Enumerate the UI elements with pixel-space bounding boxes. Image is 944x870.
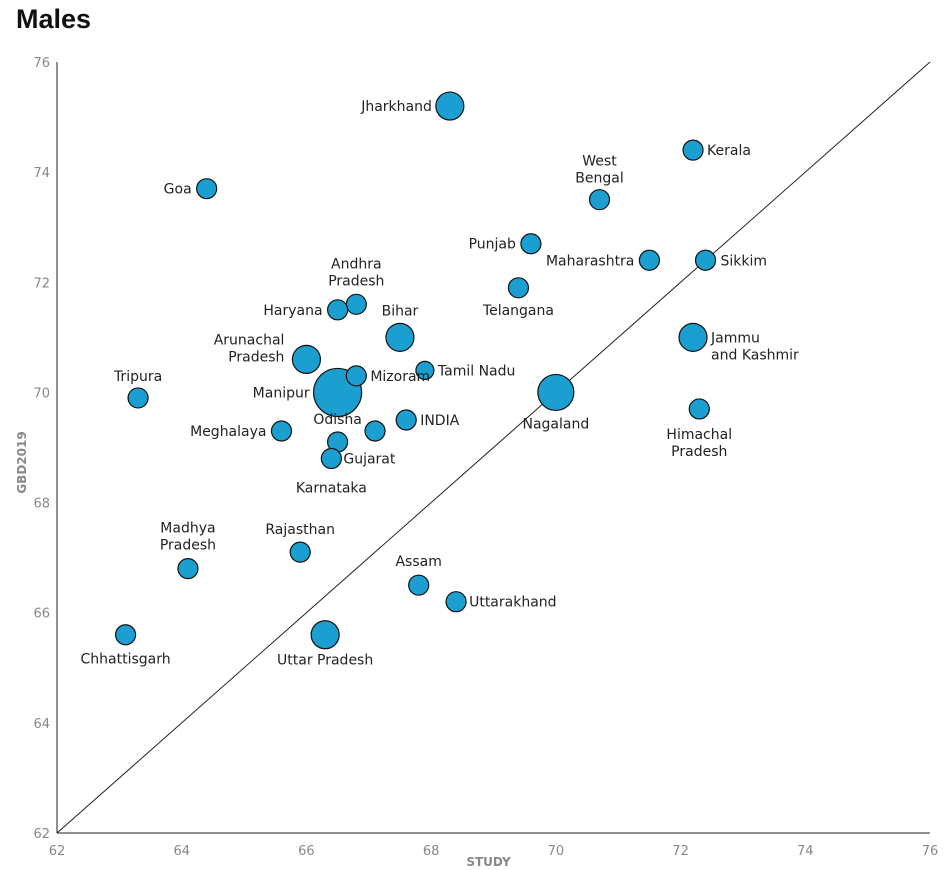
data-point xyxy=(327,299,349,321)
axes: 62 64 66 68 70 72 74 76 62 64 66 68 70 72 74 76 STUDY GBD… xyxy=(15,56,938,869)
y-tick-label: 68 xyxy=(33,497,50,512)
data-point xyxy=(694,249,717,271)
data-point xyxy=(520,233,542,255)
y-axis-title: GBD2019 xyxy=(15,431,29,493)
data-point xyxy=(345,293,367,315)
point-label: Haryana xyxy=(263,303,322,319)
point-label: Karnataka xyxy=(296,481,367,497)
y-tick-label: 76 xyxy=(33,56,50,71)
data-point xyxy=(445,591,467,613)
x-tick-label: 70 xyxy=(548,844,565,859)
data-point xyxy=(415,360,435,380)
data-point xyxy=(127,387,149,409)
point-label: Kerala xyxy=(707,143,751,159)
data-point xyxy=(345,365,367,387)
data-point xyxy=(385,322,415,352)
chart-title: Males xyxy=(16,4,92,34)
y-tick-label: 70 xyxy=(33,386,50,401)
point-label: Jammu and Kashmir xyxy=(710,330,799,363)
data-point xyxy=(507,277,530,299)
point-label: Maharashtra xyxy=(546,253,634,269)
x-tick-label: 72 xyxy=(672,844,689,859)
point-label: Tripura xyxy=(113,369,162,385)
point-label: Bihar xyxy=(382,303,419,319)
data-point xyxy=(395,409,417,431)
point-label: Assam xyxy=(395,554,441,570)
data-point xyxy=(310,620,340,650)
data-point xyxy=(114,624,137,646)
y-tick-label: 72 xyxy=(33,276,50,291)
data-point xyxy=(408,574,430,596)
data-point xyxy=(682,139,704,161)
y-tick-label: 64 xyxy=(33,717,50,732)
points-group xyxy=(114,91,717,650)
point-label: West Bengal xyxy=(575,154,623,187)
data-point xyxy=(270,420,293,442)
point-label: Andhra Pradesh xyxy=(328,256,384,289)
point-label: Sikkim xyxy=(721,253,768,269)
point-label: Arunachal Pradesh xyxy=(214,332,285,365)
y-tick-label: 62 xyxy=(33,827,50,842)
point-label: Meghalaya xyxy=(190,424,266,440)
point-label: Gujarat xyxy=(343,452,396,468)
point-label: Telangana xyxy=(482,303,554,319)
point-label: Manipur xyxy=(253,385,310,401)
data-point xyxy=(588,189,611,211)
point-label: Himachal Pradesh xyxy=(666,427,732,460)
data-point xyxy=(364,420,386,442)
data-point xyxy=(289,541,311,563)
data-point xyxy=(678,322,708,352)
x-tick-label: 68 xyxy=(423,844,440,859)
point-label: Punjab xyxy=(469,237,516,253)
y-tick-label: 66 xyxy=(33,607,50,622)
point-label: Jharkhand xyxy=(360,99,432,115)
point-label: Uttarakhand xyxy=(469,595,556,611)
point-label: Nagaland xyxy=(522,416,589,432)
data-point xyxy=(537,373,575,412)
x-tick-label: 66 xyxy=(298,844,315,859)
point-label: Tamil Nadu xyxy=(437,363,515,379)
labels-group: Jharkhand Kerala West Bengal Goa Punjab Mahara… xyxy=(81,99,800,669)
x-tick-label: 64 xyxy=(173,844,190,859)
data-point xyxy=(196,178,218,200)
point-label: Odisha xyxy=(313,412,362,428)
point-label: INDIA xyxy=(420,413,460,429)
data-point xyxy=(177,558,199,580)
point-label: Uttar Pradesh xyxy=(277,653,373,669)
data-point xyxy=(435,91,465,121)
data-point xyxy=(320,447,342,470)
point-label: Madhya Pradesh xyxy=(160,521,216,554)
data-point xyxy=(638,249,660,271)
data-point xyxy=(291,344,322,374)
point-label: Rajasthan xyxy=(265,522,335,538)
x-tick-label: 62 xyxy=(49,844,66,859)
x-tick-label: 74 xyxy=(797,844,814,859)
point-label: Goa xyxy=(164,182,192,198)
point-label: Mizoram xyxy=(370,369,430,385)
x-axis-title: STUDY xyxy=(466,855,511,869)
data-point xyxy=(688,398,710,420)
y-tick-label: 74 xyxy=(33,166,50,181)
x-tick-label: 76 xyxy=(922,844,939,859)
point-label: Chhattisgarh xyxy=(81,652,171,668)
identity-line xyxy=(56,61,931,834)
reference-line-group xyxy=(56,61,931,834)
